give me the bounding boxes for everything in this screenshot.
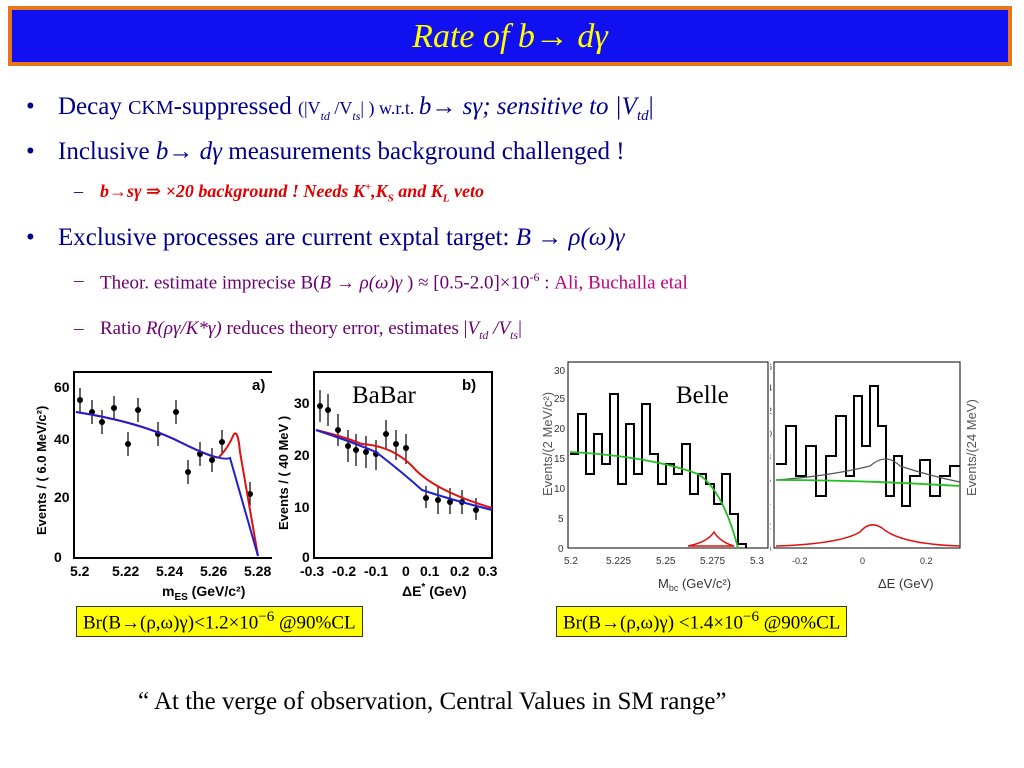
babar-result-box: Br(B→(ρ,ω)γ)<1.2×10−6 @90%CL (76, 606, 363, 638)
svg-text:0: 0 (558, 544, 564, 555)
svg-text:30: 30 (294, 395, 310, 411)
belle-plot-c-ylabel: Events/(2 MeV/c²) (540, 392, 555, 496)
svg-text:0.2: 0.2 (450, 563, 470, 579)
belle-plot-d-xlabel: ΔE (GeV) (878, 576, 934, 591)
svg-text:5.28: 5.28 (244, 563, 271, 579)
svg-text:5.22: 5.22 (112, 563, 139, 579)
svg-text:12: 12 (770, 406, 772, 416)
belle-plot-d-ylabel: Events/(24 MeV) (964, 399, 979, 496)
svg-text:5.25: 5.25 (656, 556, 676, 567)
sub-bullet-theor: – Theor. estimate imprecise B(B → ρ(ω)γ … (74, 270, 688, 294)
svg-text:0: 0 (302, 549, 310, 565)
svg-text:10: 10 (294, 499, 310, 515)
babar-plot-a-ylabel: Events / ( 6.0 MeV/c²) (34, 406, 49, 535)
svg-text:0: 0 (770, 544, 771, 554)
svg-text:15: 15 (554, 454, 566, 465)
closing-quote: “ At the verge of observation, Central V… (138, 688, 727, 715)
svg-text:5.2: 5.2 (564, 556, 578, 567)
babar-label: BaBar (352, 382, 416, 409)
belle-label: Belle (676, 382, 729, 409)
svg-text:5.2: 5.2 (70, 563, 90, 579)
svg-text:16: 16 (770, 362, 772, 372)
reference-ali-buchalla: Ali, Buchalla etal (554, 272, 688, 294)
belle-result-box: Br(B→(ρ,ω)γ) <1.4×10−6 @90%CL (556, 606, 848, 638)
slide-title: Rate of b→ dγ (412, 18, 608, 55)
slide-title-bar: Rate of b→ dγ (8, 6, 1012, 66)
svg-text:60: 60 (54, 379, 70, 395)
svg-text:25: 25 (554, 394, 566, 405)
svg-text:8: 8 (770, 452, 771, 462)
babar-plot-b-xlabel: ΔE* (GeV) (402, 582, 467, 599)
svg-text:20: 20 (294, 447, 310, 463)
babar-plot-a-label: a) (252, 377, 265, 394)
svg-text:0.1: 0.1 (420, 563, 440, 579)
babar-deltae-plot: b) Events / ( 40 MeV ) 0 10 20 30 -0.3 -… (272, 360, 512, 605)
svg-text:20: 20 (54, 489, 70, 505)
svg-text:-0.1: -0.1 (364, 563, 388, 579)
svg-text:14: 14 (770, 383, 772, 393)
svg-text:2: 2 (770, 521, 771, 531)
babar-plot-b-ylabel: Events / ( 40 MeV ) (276, 416, 291, 530)
belle-plot-c-xlabel: Mbc (GeV/c²) (658, 576, 731, 593)
svg-text:0: 0 (860, 556, 865, 566)
sub-bullet-ratio: – Ratio R(ργ/K*γ) reduces theory error, … (74, 318, 522, 342)
svg-text:10: 10 (770, 429, 772, 439)
svg-text:6: 6 (770, 475, 771, 485)
svg-text:-0.2: -0.2 (332, 563, 356, 579)
svg-text:30: 30 (554, 366, 566, 377)
belle-deltae-plot: Events/(24 MeV) 0 2 4 6 8 10 12 14 16 -0… (770, 356, 992, 604)
svg-text:5.26: 5.26 (200, 563, 227, 579)
babar-mes-plot: a) Events / ( 6.0 MeV/c²) 0 20 40 60 5.2… (30, 360, 295, 605)
svg-text:0: 0 (402, 563, 410, 579)
svg-text:40: 40 (54, 431, 70, 447)
svg-text:20: 20 (554, 424, 566, 435)
svg-text:5.24: 5.24 (156, 563, 183, 579)
bullet-exclusive: • Exclusive processes are current exptal… (26, 224, 625, 251)
babar-plot-b-label: b) (462, 377, 476, 394)
svg-text:5: 5 (558, 514, 564, 525)
svg-text:0: 0 (54, 549, 62, 565)
svg-text:0.2: 0.2 (920, 556, 933, 566)
bullet-decay: • Decay CKM-suppressed (|Vtd /Vts| ) w.r… (26, 93, 654, 124)
svg-text:5.225: 5.225 (606, 556, 631, 567)
svg-text:-0.2: -0.2 (792, 556, 808, 566)
sub-bullet-background: – b→sγ ⇒ ×20 background ! Needs K+,KS an… (74, 181, 485, 205)
svg-text:4: 4 (770, 498, 771, 508)
svg-text:10: 10 (554, 484, 566, 495)
babar-plot-a-xlabel: mES (GeV/c²) (162, 583, 245, 603)
svg-text:5.3: 5.3 (750, 556, 764, 567)
belle-mbc-plot: Events/(2 MeV/c²) 0 5 10 15 20 25 30 5.2… (538, 356, 770, 604)
svg-text:-0.3: -0.3 (300, 563, 324, 579)
svg-text:0.3: 0.3 (478, 563, 498, 579)
bullet-inclusive: • Inclusive b→ dγ measurements backgroun… (26, 138, 625, 165)
svg-text:5.275: 5.275 (700, 556, 725, 567)
